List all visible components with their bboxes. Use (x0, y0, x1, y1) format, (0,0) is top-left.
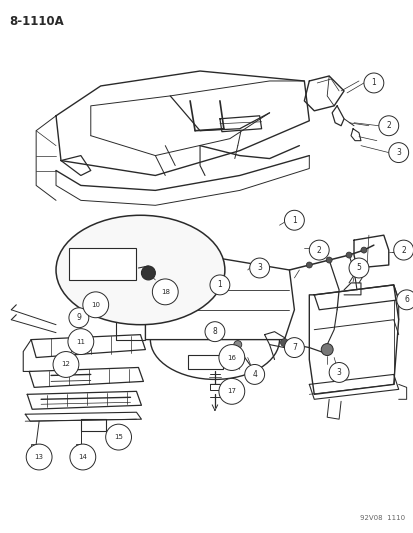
Circle shape (345, 252, 351, 258)
Text: 6: 6 (403, 295, 408, 304)
Text: 1: 1 (217, 280, 222, 289)
Text: 13: 13 (35, 454, 43, 460)
Text: 1: 1 (370, 78, 375, 87)
Circle shape (53, 352, 78, 377)
FancyBboxPatch shape (209, 384, 219, 390)
Circle shape (393, 240, 413, 260)
Text: 8-1110A: 8-1110A (9, 15, 64, 28)
Circle shape (320, 344, 332, 356)
Text: 9: 9 (76, 313, 81, 322)
Text: 15: 15 (114, 434, 123, 440)
Text: 7: 7 (291, 343, 296, 352)
Circle shape (348, 258, 368, 278)
Text: 3: 3 (336, 368, 341, 377)
Circle shape (233, 341, 241, 349)
Text: 2: 2 (400, 246, 405, 255)
Circle shape (284, 211, 304, 230)
FancyBboxPatch shape (188, 354, 222, 369)
Text: 2: 2 (385, 121, 390, 130)
Circle shape (244, 365, 264, 384)
Circle shape (388, 143, 408, 163)
Circle shape (249, 258, 269, 278)
Circle shape (363, 73, 383, 93)
Text: 3: 3 (395, 148, 400, 157)
Circle shape (26, 444, 52, 470)
Circle shape (306, 262, 311, 268)
Text: 12: 12 (62, 361, 70, 367)
Text: 1: 1 (291, 216, 296, 225)
Text: 92V08  1110: 92V08 1110 (358, 515, 404, 521)
Text: 18: 18 (160, 289, 169, 295)
Circle shape (218, 345, 244, 370)
Circle shape (70, 444, 95, 470)
Circle shape (284, 337, 304, 358)
Text: 17: 17 (227, 389, 236, 394)
Circle shape (396, 290, 413, 310)
Circle shape (141, 266, 155, 280)
Circle shape (280, 338, 288, 346)
Circle shape (378, 116, 398, 136)
Circle shape (152, 279, 178, 305)
Text: 16: 16 (227, 354, 236, 360)
Text: 4: 4 (252, 370, 256, 379)
FancyBboxPatch shape (76, 444, 85, 450)
Circle shape (209, 275, 229, 295)
Circle shape (218, 378, 244, 404)
Text: 8: 8 (212, 327, 217, 336)
Text: 3: 3 (256, 263, 261, 272)
Ellipse shape (56, 215, 224, 325)
FancyBboxPatch shape (69, 248, 136, 280)
Circle shape (204, 322, 224, 342)
Circle shape (68, 329, 93, 354)
Text: 5: 5 (356, 263, 361, 272)
Circle shape (69, 308, 88, 328)
Circle shape (328, 362, 348, 382)
Text: 11: 11 (76, 338, 85, 345)
Text: 10: 10 (91, 302, 100, 308)
FancyBboxPatch shape (31, 444, 41, 450)
Circle shape (83, 292, 108, 318)
Circle shape (309, 240, 328, 260)
Circle shape (105, 424, 131, 450)
Circle shape (325, 257, 331, 263)
Text: 14: 14 (78, 454, 87, 460)
Text: 2: 2 (316, 246, 321, 255)
Circle shape (360, 247, 366, 253)
